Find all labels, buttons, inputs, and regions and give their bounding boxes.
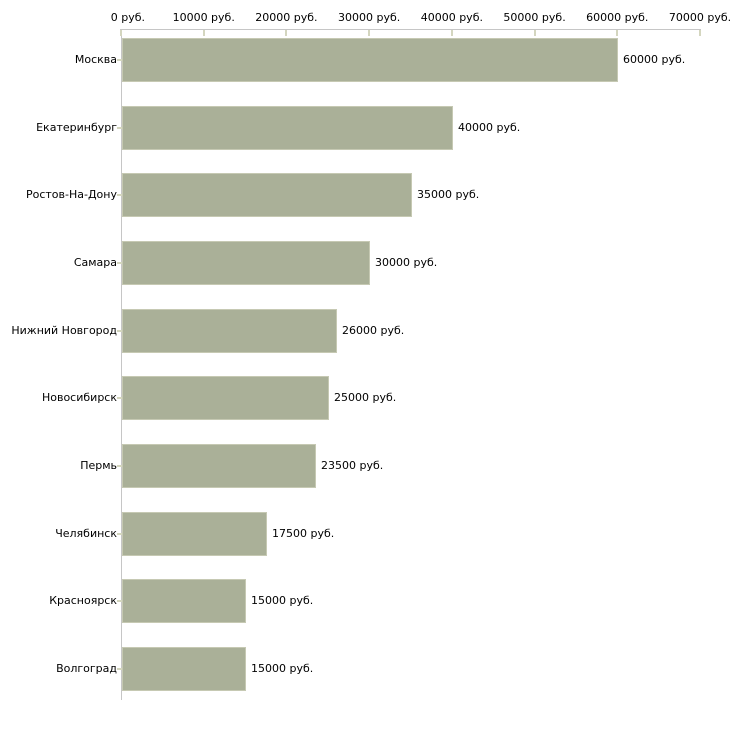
- bar: [122, 241, 370, 285]
- category-label: Нижний Новгород: [11, 324, 117, 337]
- y-axis-tick-mark: [117, 397, 122, 399]
- category-label: Волгоград: [56, 662, 117, 675]
- x-axis-tick-mark: [450, 30, 453, 36]
- y-axis-tick-mark: [117, 600, 122, 602]
- y-axis-tick-mark: [117, 330, 122, 332]
- category-label: Пермь: [80, 459, 117, 472]
- x-axis-tick-label: 70000 руб.: [668, 11, 730, 24]
- x-axis-tick-label: 60000 руб.: [586, 11, 649, 24]
- bar: [122, 309, 337, 353]
- x-axis-tick-label: 0 руб.: [110, 11, 145, 24]
- category-label: Ростов-На-Дону: [25, 188, 117, 201]
- x-axis-tick-mark: [285, 30, 288, 36]
- x-axis-tick-label: 50000 руб.: [503, 11, 566, 24]
- bar: [122, 106, 453, 150]
- category-label: Челябинск: [55, 527, 117, 540]
- y-axis-tick-mark: [117, 465, 122, 467]
- y-axis-tick-mark: [117, 194, 122, 196]
- y-axis-tick-mark: [117, 59, 122, 61]
- x-axis-tick-mark: [202, 30, 205, 36]
- value-label: 30000 руб.: [375, 256, 438, 269]
- x-axis-tick-label: 20000 руб.: [255, 11, 318, 24]
- bar: [122, 173, 412, 217]
- bar: [122, 38, 618, 82]
- x-axis-tick-mark: [368, 30, 371, 36]
- category-label: Екатеринбург: [36, 121, 117, 134]
- x-axis-tick-mark: [533, 30, 536, 36]
- value-label: 23500 руб.: [321, 459, 384, 472]
- value-label: 40000 руб.: [458, 121, 521, 134]
- bar: [122, 512, 267, 556]
- x-axis-tick-mark: [120, 30, 122, 36]
- x-axis-tick-label: 10000 руб.: [172, 11, 235, 24]
- y-axis-tick-mark: [117, 533, 122, 535]
- bar: [122, 647, 246, 691]
- x-axis-tick-mark: [616, 30, 619, 36]
- value-label: 35000 руб.: [417, 188, 480, 201]
- value-label: 15000 руб.: [251, 662, 314, 675]
- bar: [122, 376, 329, 420]
- y-axis-line: [121, 29, 122, 700]
- value-label: 26000 руб.: [342, 324, 405, 337]
- y-axis-tick-mark: [117, 668, 122, 670]
- x-axis-tick-label: 40000 руб.: [420, 11, 483, 24]
- value-label: 60000 руб.: [623, 53, 686, 66]
- category-label: Москва: [74, 53, 117, 66]
- x-axis-tick-mark: [699, 30, 701, 36]
- value-label: 25000 руб.: [334, 391, 397, 404]
- x-axis-line: [120, 29, 701, 30]
- category-label: Новосибирск: [41, 391, 117, 404]
- category-label: Красноярск: [49, 594, 117, 607]
- bar: [122, 579, 246, 623]
- value-label: 15000 руб.: [251, 594, 314, 607]
- bar: [122, 444, 316, 488]
- y-axis-tick-mark: [117, 127, 122, 129]
- category-label: Самара: [73, 256, 117, 269]
- y-axis-tick-mark: [117, 262, 122, 264]
- value-label: 17500 руб.: [272, 527, 335, 540]
- x-axis-tick-label: 30000 руб.: [338, 11, 401, 24]
